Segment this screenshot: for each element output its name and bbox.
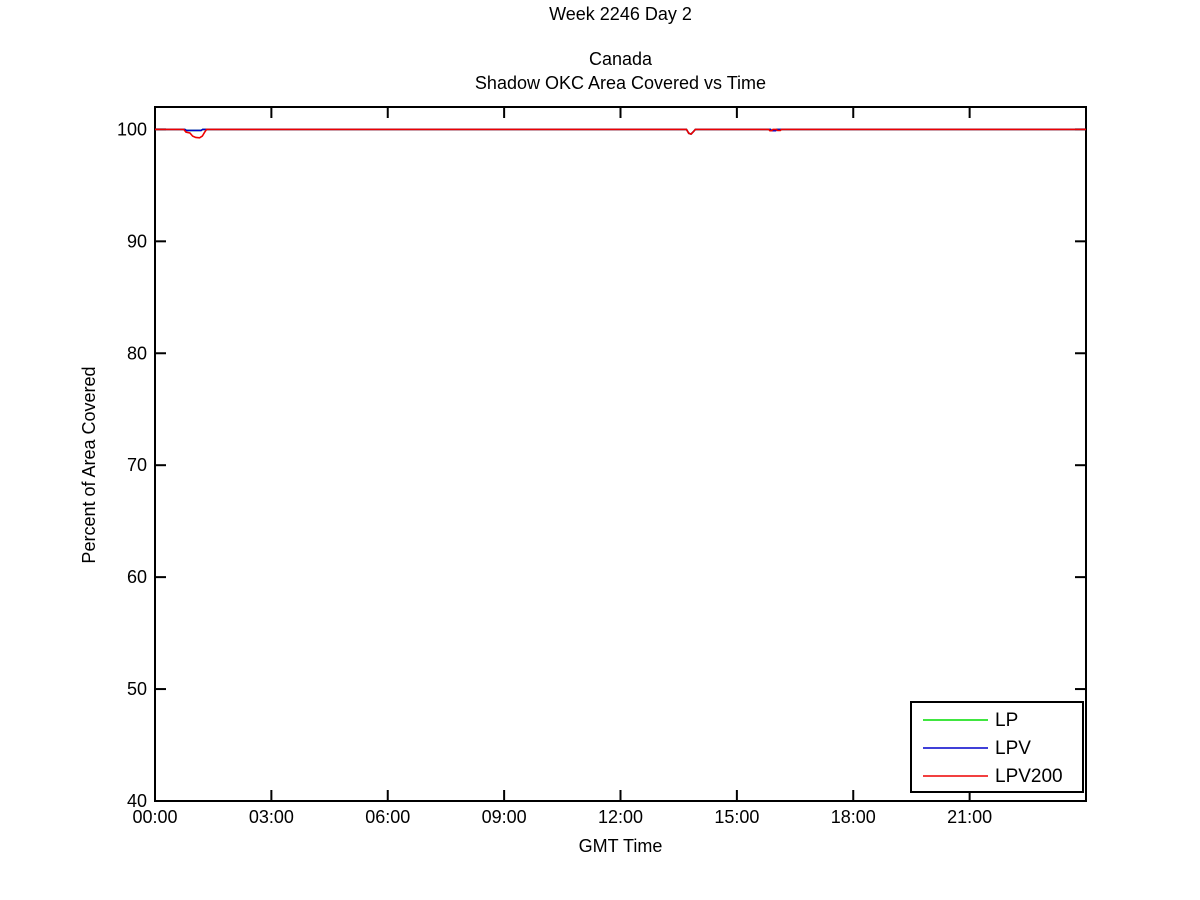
series-line-lpv200 — [155, 128, 1086, 139]
legend-box — [910, 701, 1084, 793]
axes-title-main: Shadow OKC Area Covered vs Time — [474, 73, 767, 93]
x-tick-label: 09:00 — [482, 807, 527, 827]
x-axis-label: GMT Time — [579, 836, 663, 856]
y-tick-label: 90 — [127, 231, 147, 251]
figure-suptitle: Week 2246 Day 2 — [549, 4, 692, 24]
x-tick-label: 12:00 — [598, 807, 643, 827]
x-tick-label: 03:00 — [249, 807, 294, 827]
legend-label-lpv200: LPV200 — [995, 766, 1063, 787]
x-tick-label: 15:00 — [714, 807, 759, 827]
x-tick-label: 06:00 — [365, 807, 410, 827]
y-tick-label: 40 — [127, 791, 147, 811]
y-tick-label: 60 — [127, 567, 147, 587]
y-tick-label: 50 — [127, 679, 147, 699]
axes-box — [154, 106, 1087, 802]
x-tick-label: 18:00 — [831, 807, 876, 827]
x-tick-label: 00:00 — [132, 807, 177, 827]
legend-label-lp: LP — [995, 710, 1018, 731]
y-tick-label: 100 — [117, 119, 147, 139]
y-tick-label: 80 — [127, 343, 147, 363]
x-tick-label: 21:00 — [947, 807, 992, 827]
axes-title-region: Canada — [588, 49, 653, 69]
y-tick-label: 70 — [127, 455, 147, 475]
legend-label-lpv: LPV — [995, 738, 1031, 759]
y-axis-label: Percent of Area Covered — [79, 366, 99, 563]
